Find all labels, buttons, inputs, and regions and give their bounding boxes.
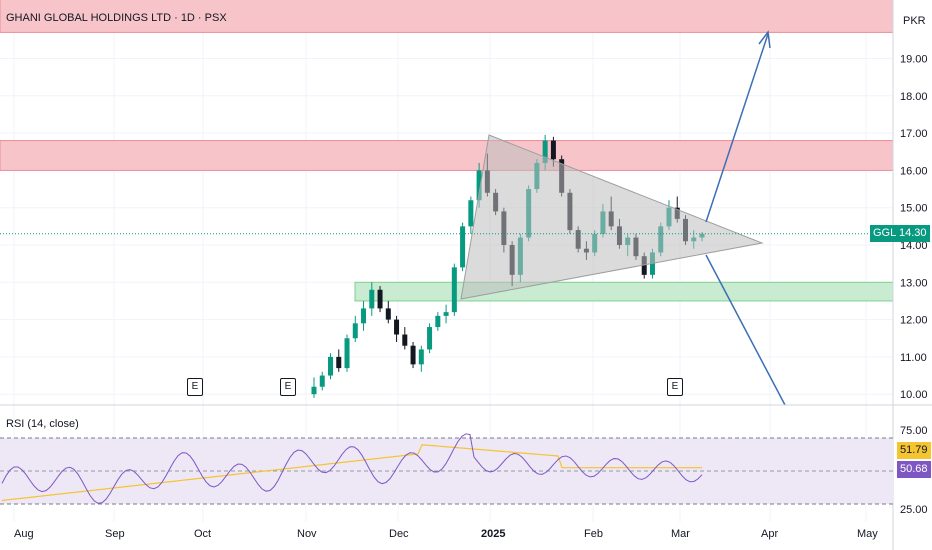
candle-body	[402, 334, 408, 346]
price-tick-label: 18.00	[900, 91, 928, 103]
time-tick-label: Dec	[389, 528, 409, 540]
candle-body	[418, 349, 424, 365]
candle-body	[361, 308, 367, 324]
time-tick-label: Mar	[671, 528, 690, 540]
candle-body	[550, 140, 556, 160]
price-tick-label: 19.00	[900, 54, 928, 66]
candle-body	[319, 375, 325, 387]
candle-body	[451, 267, 457, 313]
rsi-ma-line	[1, 444, 702, 502]
price-tick-label: 16.00	[900, 165, 928, 177]
price-tick-label: 10.00	[900, 389, 928, 401]
resistance-zone	[0, 140, 894, 171]
candle-body	[352, 323, 358, 339]
candle-body	[394, 319, 400, 335]
candle-body	[542, 140, 548, 163]
rsi-ma-badge: 51.79	[897, 442, 931, 459]
candle-body	[476, 170, 482, 201]
candle-body	[311, 386, 317, 395]
upside-projection-arrow	[705, 33, 769, 223]
rsi-title: RSI (14, close)	[6, 418, 79, 430]
time-tick-label: Oct	[194, 528, 211, 540]
downside-projection-arrow	[705, 254, 786, 406]
candle-body	[468, 200, 474, 227]
earnings-marker[interactable]: E	[667, 378, 683, 396]
earnings-marker[interactable]: E	[280, 378, 296, 396]
candle-body	[336, 356, 342, 369]
candle-body	[385, 308, 391, 320]
candle-body	[427, 327, 433, 350]
rsi-value-badge: 50.68	[897, 461, 931, 478]
price-tick-label: 11.00	[900, 352, 927, 364]
time-tick-label: Apr	[761, 528, 778, 540]
upside-arrowhead	[758, 30, 771, 49]
candle-body	[435, 315, 441, 328]
candle-body	[641, 256, 647, 275]
rsi-line	[1, 433, 703, 504]
symbol-badge: GGL	[870, 225, 900, 242]
candle-body	[410, 345, 416, 365]
price-tick-label: 14.00	[900, 240, 928, 252]
time-tick-label: Aug	[14, 528, 34, 540]
triangle-pattern	[460, 134, 764, 300]
price-tick-label: 13.00	[900, 277, 928, 289]
chart-title: GHANI GLOBAL HOLDINGS LTD · 1D · PSX	[6, 12, 227, 24]
time-tick-label: Feb	[584, 528, 603, 540]
candle-body	[443, 312, 449, 316]
time-tick-label: Sep	[105, 528, 125, 540]
price-tick-label: 17.00	[900, 128, 928, 140]
time-tick-label: 2025	[481, 528, 505, 540]
rsi-tick-label: 25.00	[900, 504, 928, 516]
last-price-badge: 14.30	[896, 225, 930, 242]
time-tick-label: May	[857, 528, 878, 540]
rsi-tick-label: 75.00	[900, 425, 928, 437]
price-tick-label: 15.00	[900, 203, 928, 215]
price-tick-label: 12.00	[900, 315, 928, 327]
candle-body	[369, 289, 375, 309]
candle-body	[344, 338, 350, 369]
candle-body	[460, 226, 466, 268]
currency-label: PKR	[903, 15, 926, 27]
earnings-marker[interactable]: E	[187, 378, 203, 396]
support-zone	[354, 281, 894, 302]
time-tick-label: Nov	[297, 528, 317, 540]
candle-body	[328, 356, 334, 376]
candle-body	[377, 289, 383, 309]
